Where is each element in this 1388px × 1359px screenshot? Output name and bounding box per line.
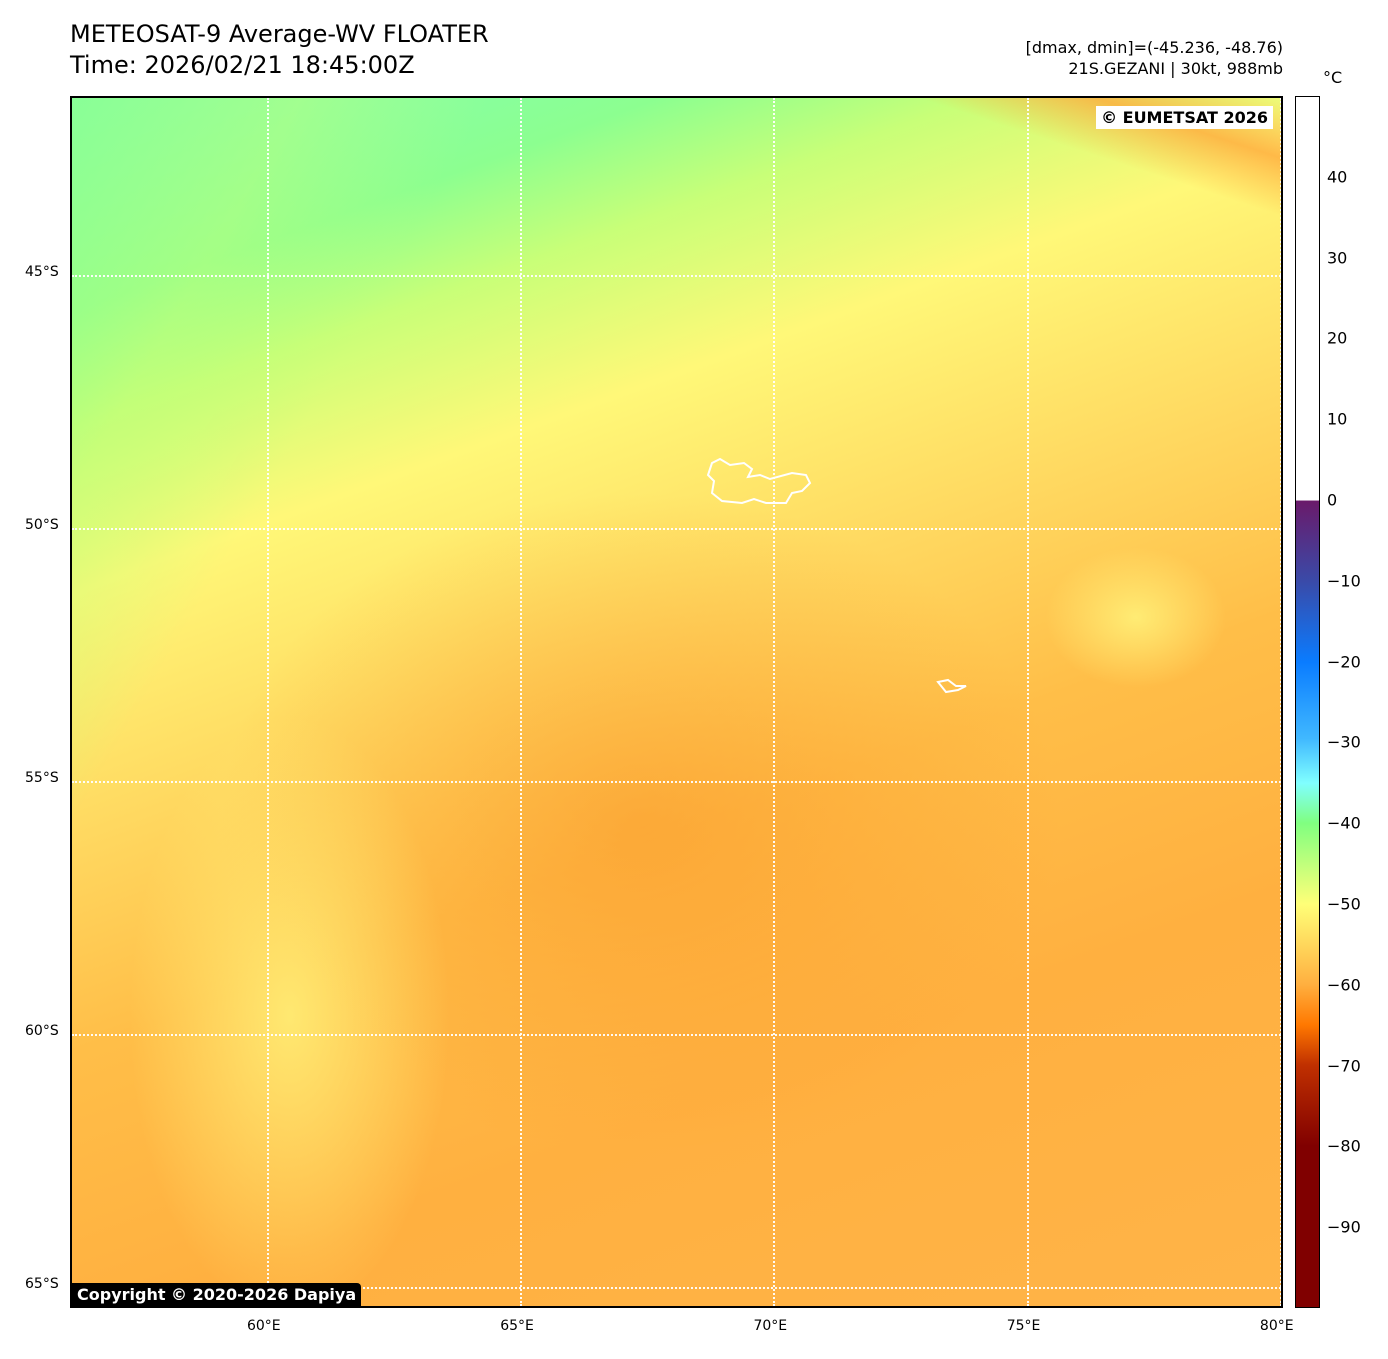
parallel-gridline (72, 781, 1281, 784)
lat-tick-label: 65°S (25, 1276, 59, 1293)
storm-info: 21S.GEZANI | 30kt, 988mb (1068, 59, 1283, 78)
meridian-gridline (1279, 98, 1281, 1306)
colorbar-tick-label: 20 (1327, 328, 1348, 348)
colorbar-tick-label: −80 (1327, 1136, 1361, 1156)
lon-tick-label: 65°E (500, 1318, 534, 1334)
colorbar-unit: °C (1323, 68, 1343, 87)
meridian-gridline (520, 98, 523, 1306)
colorbar-tick-label: 0 (1327, 490, 1338, 510)
lon-tick-label: 60°E (246, 1318, 281, 1334)
chart-title: METEOSAT-9 Average-WV FLOATER (70, 20, 489, 48)
lat-tick-label: 50°S (25, 517, 59, 534)
colorbar-tick-label: −50 (1327, 894, 1361, 914)
parallel-gridline (72, 1287, 1281, 1290)
lon-tick-label: 75°E (1006, 1318, 1041, 1334)
lat-tick-label: 60°S (25, 1023, 59, 1040)
parallel-gridline (72, 1034, 1281, 1037)
meridian-gridline (1026, 98, 1029, 1306)
heard-island (936, 678, 967, 694)
data-range-text: [dmax, dmin]=(-45.236, -48.76) (1025, 38, 1283, 57)
colorbar-tick-label: 10 (1327, 409, 1348, 429)
colorbar-tick-label: 40 (1327, 167, 1348, 187)
meridian-gridline (266, 98, 269, 1306)
colorbar-tick-label: −30 (1327, 732, 1361, 752)
colorbar-tick-label: −90 (1327, 1217, 1361, 1237)
colorbar-tick-label: −20 (1327, 652, 1361, 672)
colorbar-tick-label: −70 (1327, 1056, 1361, 1076)
lon-tick-label: 70°E (753, 1318, 788, 1334)
timestamp: Time: 2026/02/21 18:45:00Z (70, 51, 415, 79)
kerguelen-islands (706, 457, 812, 505)
lat-tick-label: 55°S (25, 770, 59, 787)
colorbar-tick-label: −40 (1327, 813, 1361, 833)
meridian-gridline (773, 98, 776, 1306)
satellite-map: © EUMETSAT 2026 Copyright © 2020-2026 Da… (70, 96, 1283, 1308)
parallel-gridline (72, 275, 1281, 278)
colorbar-tick-label: 30 (1327, 248, 1348, 268)
eumetsat-credit: © EUMETSAT 2026 (1096, 106, 1273, 129)
parallel-gridline (72, 528, 1281, 531)
coastlines (706, 457, 967, 694)
lon-tick-label: 80°E (1259, 1318, 1294, 1334)
dapiya-credit: Copyright © 2020-2026 Dapiya (72, 1283, 362, 1306)
colorbar (1295, 96, 1320, 1308)
colorbar-tick-label: −60 (1327, 975, 1361, 995)
colorbar-tick-label: −10 (1327, 571, 1361, 591)
lat-tick-label: 45°S (25, 264, 59, 281)
